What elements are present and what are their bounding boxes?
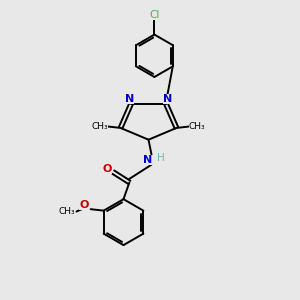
Text: CH₃: CH₃: [189, 122, 206, 131]
Text: N: N: [163, 94, 172, 104]
Text: CH₃: CH₃: [92, 122, 108, 131]
Text: O: O: [103, 164, 112, 173]
Text: Cl: Cl: [149, 10, 160, 20]
Text: N: N: [125, 94, 134, 104]
Text: N: N: [143, 155, 153, 165]
Text: O: O: [79, 200, 88, 210]
Text: H: H: [157, 153, 165, 163]
Text: CH₃: CH₃: [58, 207, 75, 216]
